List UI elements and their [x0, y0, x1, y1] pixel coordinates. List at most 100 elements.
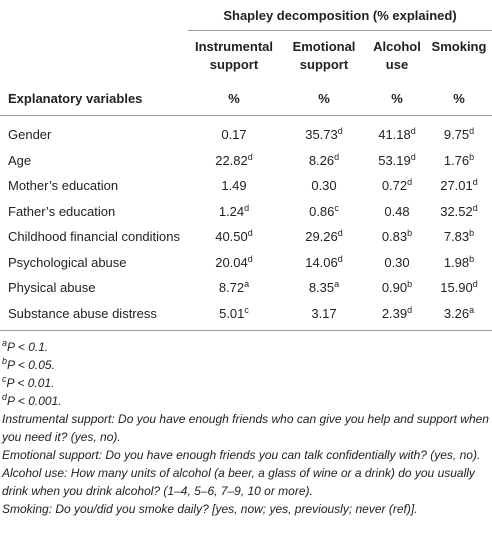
cell-value: 15.90	[440, 280, 473, 296]
significance-marker: d	[472, 202, 478, 213]
significance-marker: d	[337, 253, 343, 264]
unit-label: %	[188, 81, 280, 116]
col-header-smoking: Smoking	[431, 39, 487, 54]
col-header-instrumental: Instrumental support	[194, 39, 273, 72]
footnote: aP < 0.1.	[2, 338, 492, 356]
table-cell: 0.90b	[368, 275, 426, 301]
cell-value: 20.04	[215, 254, 248, 270]
cell-value: 32.52	[440, 203, 473, 219]
cell-value: 0.72	[381, 178, 408, 194]
question-note: Alcohol use: How many units of alcohol (…	[2, 466, 475, 498]
footnote: dP < 0.001.	[2, 392, 492, 410]
significance-marker: d	[407, 304, 413, 315]
table-cell: 29.26d	[280, 224, 368, 250]
col-header-emotional: Emotional support	[292, 39, 356, 72]
table-cell: 3.26a	[426, 300, 492, 331]
unit-label: %	[426, 81, 492, 116]
cell-value: 1.24	[218, 203, 245, 219]
cell-value: 1.98	[443, 254, 470, 270]
table-cell: 5.01c	[188, 300, 280, 331]
question-notes: Instrumental support: Do you have enough…	[2, 410, 492, 518]
significance-marker: a	[334, 279, 340, 290]
table-cell: 22.82d	[188, 148, 280, 174]
table-cell: 27.01d	[426, 173, 492, 199]
cell-value: 53.19	[378, 152, 411, 168]
significance-marker: b	[407, 279, 413, 290]
row-label: Father’s education	[8, 203, 116, 219]
col-header-alcohol: Alcohol use	[373, 39, 421, 72]
significance-marker: b	[407, 228, 413, 239]
unit-label: %	[280, 81, 368, 116]
table-body: Gender 0.17 35.73d 41.18d 9.75d Age 22.82d 8.26…	[0, 116, 492, 331]
row-label: Psychological abuse	[8, 254, 127, 270]
cell-value: 0.86	[309, 203, 335, 219]
table-row: Childhood financial conditions 40.50d 29.2…	[0, 224, 492, 250]
cell-value: 0.30	[311, 178, 337, 194]
table-cell: 1.76b	[426, 148, 492, 174]
cell-value: 3.26	[443, 305, 470, 321]
table-cell: 14.06d	[280, 250, 368, 276]
footnote-marker: c	[2, 374, 7, 384]
cell-value: 0.90	[381, 280, 408, 296]
significance-marker: d	[247, 151, 253, 162]
table-cell: 0.72d	[368, 173, 426, 199]
question-note: Instrumental support: Do you have enough…	[2, 412, 489, 444]
row-header-title: Explanatory variables	[0, 81, 188, 116]
footnote-marker: d	[2, 392, 8, 402]
table-cell: 7.83b	[426, 224, 492, 250]
table-footnotes: aP < 0.1. bP < 0.05. cP < 0.01. dP < 0.001.…	[0, 331, 492, 518]
table-row: Father’s education 1.24d 0.86c 0.48 32.52d	[0, 199, 492, 225]
cell-value: 1.49	[221, 178, 247, 194]
table-cell: 15.90d	[426, 275, 492, 301]
unit-label: %	[368, 81, 426, 116]
footnote-text: P < 0.1.	[7, 340, 49, 354]
group-title: Shapley decomposition (% explained)	[188, 0, 492, 31]
significance-marker: c	[334, 202, 339, 213]
cell-value: 0.17	[221, 127, 247, 143]
table-row: Mother’s education 1.49 0.30 0.72d 27.01d	[0, 173, 492, 199]
cell-value: 14.06	[305, 254, 338, 270]
cell-value: 29.26	[305, 229, 338, 245]
significance-marker: d	[247, 253, 253, 264]
cell-value: 0.83	[381, 229, 408, 245]
table-cell: 0.30	[368, 250, 426, 276]
table-cell: 1.98b	[426, 250, 492, 276]
footnote-text: P < 0.05.	[7, 358, 55, 372]
row-label: Childhood financial conditions	[8, 229, 181, 245]
table-cell: 3.17	[280, 300, 368, 331]
significance-marker: d	[337, 126, 343, 137]
footnote-text: P < 0.01.	[6, 376, 55, 390]
significance-marker: b	[469, 228, 475, 239]
cell-value: 7.83	[443, 229, 470, 245]
table-cell: 53.19d	[368, 148, 426, 174]
table-cell: 8.26d	[280, 148, 368, 174]
footnote-text: P < 0.001.	[7, 394, 62, 408]
table-cell: 0.83b	[368, 224, 426, 250]
footnote: bP < 0.05.	[2, 356, 492, 374]
row-label: Substance abuse distress	[0, 300, 188, 331]
significance-notes: aP < 0.1. bP < 0.05. cP < 0.01. dP < 0.001.	[2, 338, 492, 410]
row-label: Mother’s education	[8, 178, 119, 194]
table-row: Gender 0.17 35.73d 41.18d 9.75d	[0, 116, 492, 148]
significance-marker: a	[469, 304, 475, 315]
table-cell: 0.86c	[280, 199, 368, 225]
cell-value: 9.75	[443, 127, 470, 143]
cell-value: 1.76	[443, 152, 470, 168]
table-cell: 0.30	[280, 173, 368, 199]
table-cell: 1.24d	[188, 199, 280, 225]
cell-value: 22.82	[215, 152, 248, 168]
row-label: Age	[8, 152, 32, 168]
footnote: cP < 0.01.	[2, 374, 492, 392]
cell-value: 8.72	[218, 280, 245, 296]
table-row: Psychological abuse 20.04d 14.06d 0.30 1.98b	[0, 250, 492, 276]
cell-value: 0.30	[384, 254, 410, 270]
cell-value: 41.18	[378, 127, 411, 143]
table-row: Age 22.82d 8.26d 53.19d 1.76b	[0, 148, 492, 174]
cell-value: 27.01	[440, 178, 473, 194]
footnote-marker: a	[2, 338, 8, 348]
significance-marker: b	[469, 253, 475, 264]
table-cell: 2.39d	[368, 300, 426, 331]
significance-marker: d	[410, 126, 416, 137]
question-note: Smoking: Do you/did you smoke daily? [ye…	[2, 502, 418, 516]
question-note: Emotional support: Do you have enough fr…	[2, 448, 481, 462]
